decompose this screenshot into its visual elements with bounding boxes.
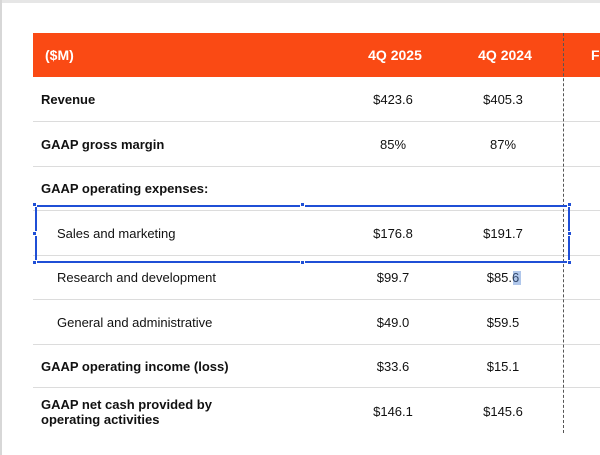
row-label: GAAP gross margin (41, 137, 165, 152)
resize-handle-bottom-left[interactable] (32, 260, 37, 265)
table-row-general-admin[interactable]: General and administrative $49.0 $59.5 (33, 300, 600, 345)
resize-handle-top-right[interactable] (567, 202, 572, 207)
resize-handle-middle-left[interactable] (32, 231, 37, 236)
text-selection-highlight (513, 271, 521, 285)
table-row-operating-income[interactable]: GAAP operating income (loss) $33.6 $15.1 (33, 345, 600, 388)
value-4q2024[interactable]: $405.3 (483, 92, 523, 107)
header-4q2024: 4Q 2024 (478, 47, 532, 63)
left-gutter (0, 0, 2, 455)
resize-handle-top-left[interactable] (32, 202, 37, 207)
resize-handle-bottom-center[interactable] (300, 260, 305, 265)
value-4q2024[interactable]: 87% (489, 137, 517, 152)
row-label: GAAP operating income (loss) (41, 359, 229, 374)
row-selection-box[interactable] (35, 205, 570, 263)
header-partial-column: F (591, 47, 600, 63)
value-4q2025[interactable]: $176.8 (373, 226, 413, 241)
value-4q2025[interactable]: $99.7 (376, 270, 410, 285)
row-label-line2: operating activities (41, 412, 160, 427)
resize-handle-bottom-right[interactable] (567, 260, 572, 265)
row-label: GAAP operating expenses: (41, 181, 209, 196)
value-4q2024[interactable]: $191.7 (483, 226, 523, 241)
top-border (0, 0, 600, 3)
table-row-gross-margin[interactable]: GAAP gross margin 85% 87% (33, 122, 600, 167)
table-row-research-development[interactable]: Research and development $99.7 $85.6 (33, 256, 600, 300)
row-label: Sales and marketing (57, 226, 176, 241)
value-4q2024[interactable]: $85.6 (486, 270, 520, 285)
table-row-revenue[interactable]: Revenue $423.6 $405.3 (33, 77, 600, 122)
resize-handle-middle-right[interactable] (567, 231, 572, 236)
row-label: Research and development (57, 270, 216, 285)
value-4q2024[interactable]: $145.6 (483, 404, 523, 419)
table-header-row: ($M) 4Q 2025 4Q 2024 F (33, 33, 600, 77)
row-label: Revenue (41, 92, 96, 107)
row-label-line1: GAAP net cash provided by (41, 397, 212, 412)
value-4q2025[interactable]: $423.6 (373, 92, 413, 107)
header-4q2025: 4Q 2025 (368, 47, 422, 63)
value-4q2024[interactable]: $59.5 (486, 315, 520, 330)
value-4q2025[interactable]: $33.6 (376, 359, 410, 374)
table-row-net-cash[interactable]: GAAP net cash provided by operating acti… (33, 388, 600, 434)
table-row-operating-expenses[interactable]: GAAP operating expenses: (33, 167, 600, 211)
value-4q2025[interactable]: $146.1 (373, 404, 413, 419)
resize-handle-top-center[interactable] (300, 202, 305, 207)
value-4q2025[interactable]: 85% (379, 137, 407, 152)
value-4q2024[interactable]: $15.1 (486, 359, 520, 374)
header-unit-label: ($M) (45, 47, 74, 63)
row-label: General and administrative (57, 315, 213, 330)
column-guide-line (563, 33, 564, 433)
value-4q2025[interactable]: $49.0 (376, 315, 410, 330)
table-row-sales-marketing[interactable]: Sales and marketing $176.8 $191.7 (33, 211, 600, 256)
